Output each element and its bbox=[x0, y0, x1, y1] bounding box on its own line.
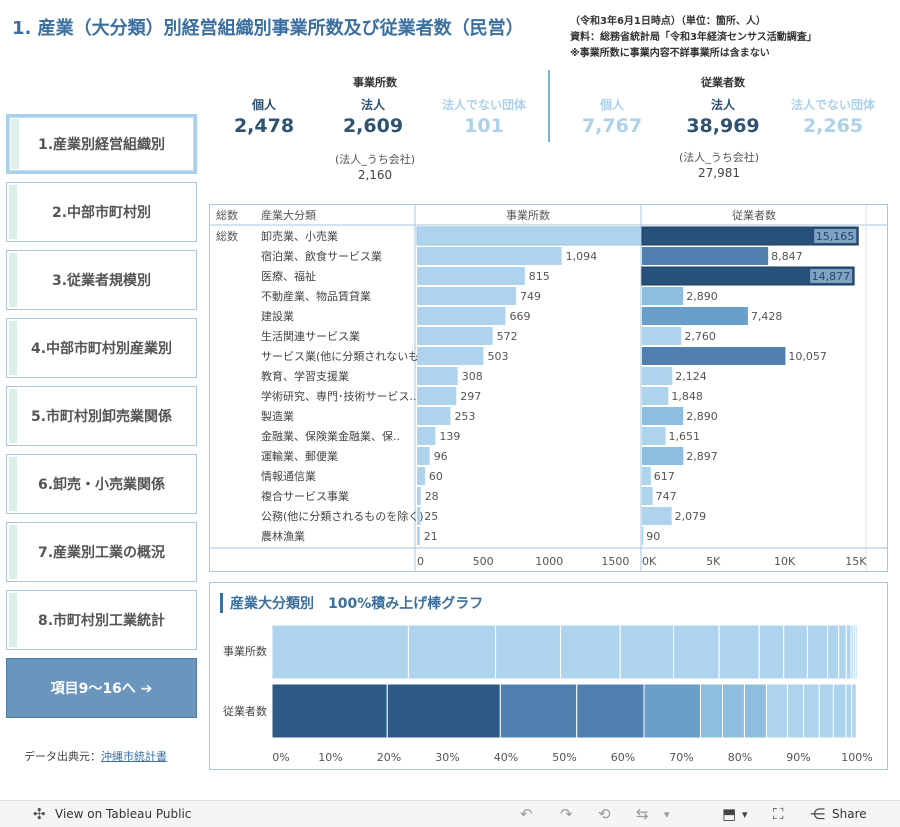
kpi-est-company-value: 2,160 bbox=[357, 168, 393, 182]
notes: （令和3年6月1日時点）（単位：箇所、人） 資料：総務省統計局「令和3年経済セン… bbox=[570, 14, 817, 62]
tableau-logo-icon: ✣ bbox=[33, 805, 46, 823]
note-date-units: （令和3年6月1日時点）（単位：箇所、人） bbox=[570, 16, 766, 27]
kpi-est-corporate-label: 法人 bbox=[360, 98, 385, 112]
stacked-chart-title: 産業大分類別 100%積み上げ棒グラフ bbox=[220, 593, 483, 613]
next-items-button[interactable]: 項目9〜16へ ➔ bbox=[6, 658, 197, 718]
nav-item-industry-org[interactable]: 1.産業別経営組織別 bbox=[6, 114, 197, 174]
kpi-emp-individual-label: 個人 bbox=[599, 98, 624, 112]
nav-item-manufacturing-stats[interactable]: 8.市町村別工業統計 bbox=[6, 590, 197, 650]
kpi-emp-individual-value: 7,767 bbox=[581, 115, 643, 137]
kpi-emp-company-value: 27,981 bbox=[698, 166, 740, 180]
download-dropdown-icon[interactable]: ▾ bbox=[742, 808, 748, 821]
nav-item-manufacturing-overview[interactable]: 7.産業別工業の概況 bbox=[6, 522, 197, 582]
share-button[interactable]: Share bbox=[832, 807, 867, 821]
download-icon[interactable]: ⬒ bbox=[722, 805, 737, 823]
fullscreen-icon[interactable]: ⛶ bbox=[773, 805, 784, 823]
kpi-emp-company-label: (法人_うち会社) bbox=[678, 151, 760, 164]
nav-item-wholesale-municipality[interactable]: 5.市町村別卸売業関係 bbox=[6, 386, 197, 446]
revert-icon[interactable]: ⟲ bbox=[598, 805, 611, 823]
kpi-emp-noncorporate-value: 2,265 bbox=[802, 115, 864, 137]
note-caveat: ※事業所数に事業内容不詳事業所は含まない bbox=[570, 48, 770, 59]
kpi-establishments-header: 事業所数 bbox=[353, 76, 397, 89]
kpi-est-company-label: (法人_うち会社) bbox=[334, 153, 416, 166]
undo-icon[interactable]: ↶ bbox=[520, 805, 533, 823]
kpi-divider bbox=[548, 70, 550, 142]
kpi-emp-corporate-label: 法人 bbox=[710, 98, 735, 112]
nav-item-employee-size[interactable]: 3.従業者規模別 bbox=[6, 250, 197, 310]
nav-item-municipality[interactable]: 2.中部市町村別 bbox=[6, 182, 197, 242]
data-source-prefix: データ出典元： bbox=[24, 750, 101, 763]
kpi-est-corporate-value: 2,609 bbox=[342, 115, 404, 137]
note-source: 資料：総務省統計局「令和3年経済センサス活動調査」 bbox=[570, 32, 817, 43]
data-source-link[interactable]: 沖縄市統計書 bbox=[101, 750, 167, 763]
page-title: 1. 産業（大分類）別経営組織別事業所数及び従業者数（民営） bbox=[12, 18, 524, 39]
stacked-chart-panel bbox=[209, 582, 888, 770]
kpi-emp-noncorporate-label: 法人でない団体 bbox=[790, 98, 875, 112]
kpi-est-individual-label: 個人 bbox=[251, 98, 276, 112]
kpi-employees-header: 従業者数 bbox=[701, 76, 745, 89]
redo-icon[interactable]: ↷ bbox=[560, 805, 573, 823]
kpi-est-noncorporate-label: 法人でない団体 bbox=[441, 98, 526, 112]
bar-chart-panel bbox=[209, 204, 888, 572]
tableau-footer: ✣ View on Tableau Public ↶ ↷ ⟲ ⇆ ▾ ⬒ ▾ ⛶… bbox=[0, 800, 900, 827]
kpi-est-noncorporate-value: 101 bbox=[464, 115, 504, 137]
data-source: データ出典元：沖縄市統計書 bbox=[24, 748, 167, 764]
nav-item-wholesale-retail[interactable]: 6.卸売・小売業関係 bbox=[6, 454, 197, 514]
refresh-dropdown-icon[interactable]: ▾ bbox=[664, 808, 670, 821]
share-icon: ⋲ bbox=[810, 805, 825, 823]
view-on-tableau-link[interactable]: View on Tableau Public bbox=[55, 807, 192, 821]
nav-item-municipality-industry[interactable]: 4.中部市町村別産業別 bbox=[6, 318, 197, 378]
kpi-est-individual-value: 2,478 bbox=[233, 115, 295, 137]
kpi-emp-corporate-value: 38,969 bbox=[686, 115, 760, 137]
refresh-icon[interactable]: ⇆ bbox=[636, 805, 649, 823]
